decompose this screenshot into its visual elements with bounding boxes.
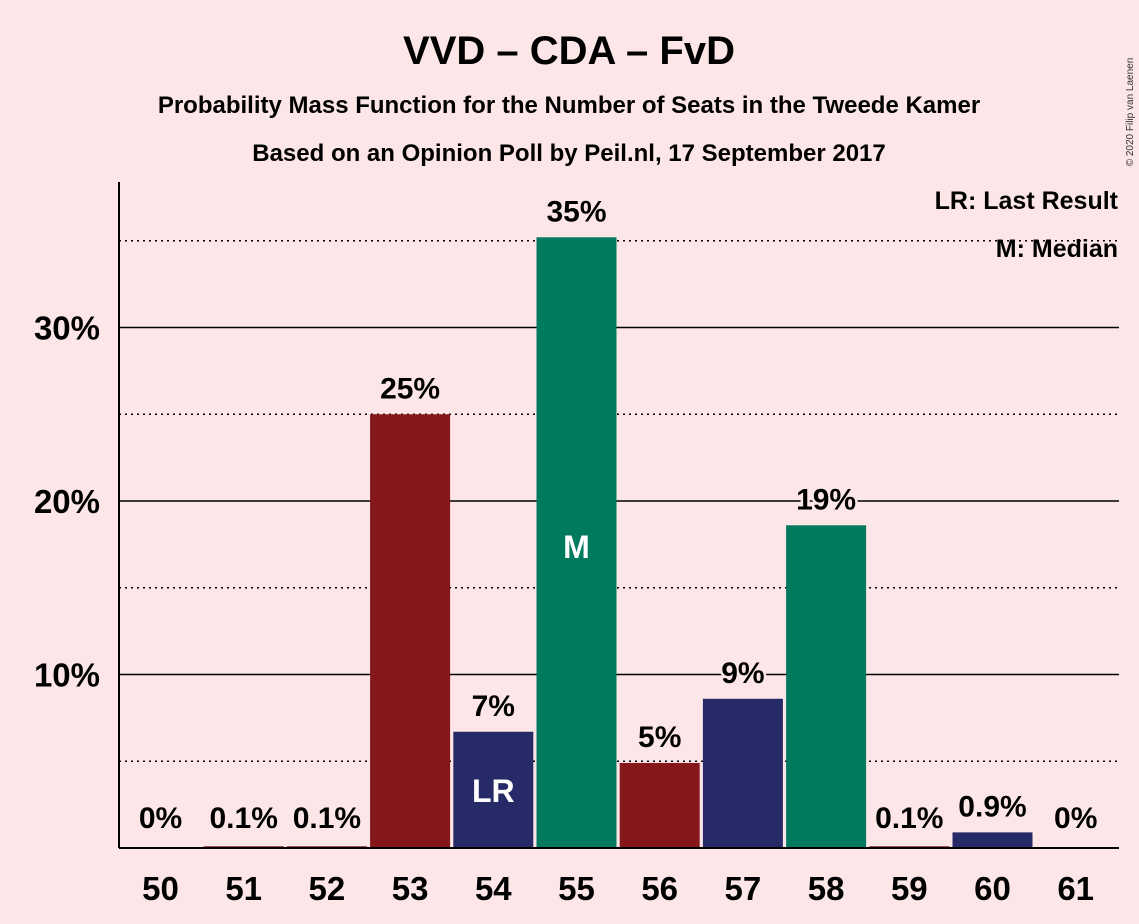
bar-seat-57 — [702, 698, 783, 848]
bars-group — [203, 237, 1033, 848]
x-tick-label-56: 56 — [641, 870, 678, 907]
bar-seat-53 — [370, 414, 451, 848]
bar-seat-54 — [453, 731, 534, 848]
data-label-seat-50: 0% — [139, 802, 182, 835]
data-labels-group: 0% 0.1% 0.1% 25% 7% LR 35% M 5% 9% 19% 0.1% 0.9% 0% — [136, 193, 1100, 838]
x-tick-label-55: 55 — [558, 870, 595, 907]
x-tick-label-53: 53 — [392, 870, 429, 907]
bar-seat-58 — [786, 525, 867, 848]
data-label-seat-59: 0.1% — [875, 802, 943, 835]
copyright-notice: © 2020 Filip van Laenen — [1125, 58, 1136, 167]
x-tick-label-57: 57 — [725, 870, 762, 907]
data-label-seat-55: 35% — [546, 195, 606, 228]
grid-lines — [119, 240, 1119, 762]
chart-title: VVD – CDA – FvD — [403, 29, 735, 73]
x-tick-label-52: 52 — [309, 870, 346, 907]
data-label-seat-56: 5% — [638, 721, 681, 754]
x-tick-label-54: 54 — [475, 870, 512, 907]
data-label-seat-53: 25% — [380, 372, 440, 405]
chart-subtitle: Probability Mass Function for the Number… — [158, 92, 980, 119]
x-tick-label-59: 59 — [891, 870, 928, 907]
legend-last-result: LR: Last Result — [935, 187, 1119, 215]
x-tick-label-61: 61 — [1057, 870, 1094, 907]
chart-subtitle-source: Based on an Opinion Poll by Peil.nl, 17 … — [252, 140, 886, 167]
data-label-seat-61: 0% — [1054, 802, 1097, 835]
data-label-seat-54: 7% — [472, 690, 515, 723]
x-tick-label-60: 60 — [974, 870, 1011, 907]
bar-seat-55 — [536, 237, 617, 848]
marker-m: M — [563, 529, 590, 565]
data-label-seat-57: 9% — [721, 657, 764, 690]
legend-median: M: Median — [996, 235, 1118, 263]
y-tick-label-10: 10% — [34, 657, 100, 694]
x-tick-label-51: 51 — [225, 870, 262, 907]
data-label-seat-58: 19% — [796, 483, 856, 516]
data-label-seat-60: 0.9% — [958, 790, 1026, 823]
y-tick-label-20: 20% — [34, 483, 100, 520]
data-label-seat-52: 0.1% — [293, 802, 361, 835]
x-tick-label-50: 50 — [142, 870, 179, 907]
marker-lr: LR — [472, 773, 515, 809]
y-tick-label-30: 30% — [34, 310, 100, 347]
x-tick-label-58: 58 — [808, 870, 845, 907]
data-label-seat-51: 0.1% — [210, 802, 278, 835]
axes-group: 50 51 52 53 54 55 56 57 58 59 60 61 10% 20% 30% — [34, 182, 1119, 907]
bar-seat-56 — [619, 762, 700, 848]
bar-seat-60 — [952, 832, 1033, 848]
